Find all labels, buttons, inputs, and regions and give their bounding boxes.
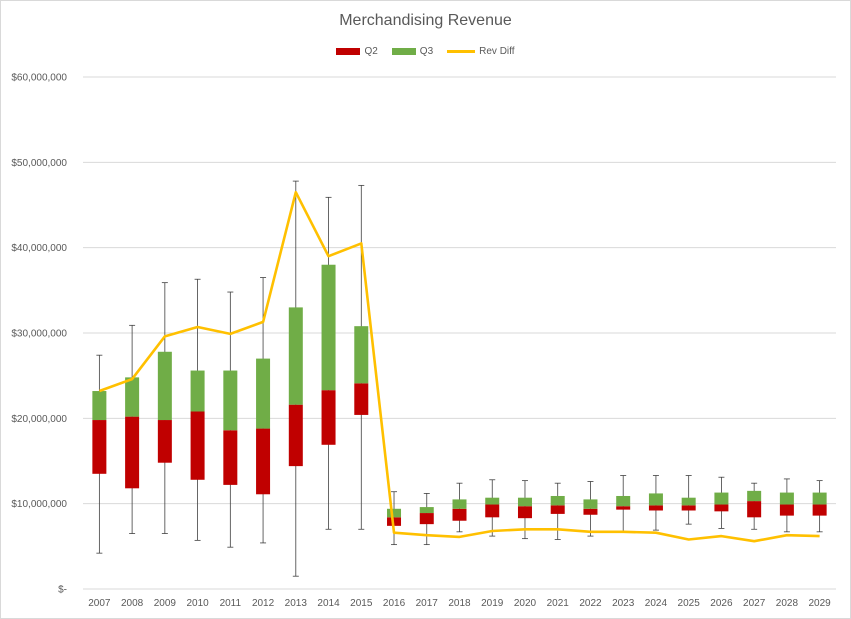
x-tick-label: 2021 <box>547 598 570 609</box>
bar-q3 <box>485 497 500 505</box>
x-tick-label: 2029 <box>809 598 832 609</box>
x-tick-label: 2023 <box>612 598 635 609</box>
bar-q3 <box>288 307 303 405</box>
bar-q2 <box>419 513 434 525</box>
x-tick-label: 2025 <box>678 598 701 609</box>
x-tick-label: 2024 <box>645 598 668 609</box>
x-tick-label: 2026 <box>710 598 733 609</box>
bar-q2 <box>321 390 336 445</box>
series-line-rev-diff <box>98 190 820 543</box>
bar-q3 <box>583 499 598 509</box>
x-tick-label: 2028 <box>776 598 799 609</box>
bar-q3 <box>223 370 238 431</box>
y-tick-label: $60,000,000 <box>11 73 67 84</box>
bar-q3 <box>190 370 205 412</box>
x-tick-label: 2018 <box>448 598 471 609</box>
chart-title: Merchandising Revenue <box>339 12 512 29</box>
x-tick-label: 2011 <box>220 598 242 609</box>
bar-q3 <box>779 492 794 505</box>
bar-q3 <box>648 493 663 506</box>
bar-q2 <box>190 411 205 480</box>
legend-label-q3: Q3 <box>419 46 434 57</box>
bar-q2 <box>92 420 107 474</box>
x-tick-label: 2013 <box>285 598 308 609</box>
bar-q3 <box>125 377 140 417</box>
x-tick-label: 2015 <box>350 598 373 609</box>
y-tick-label: $- <box>58 585 67 596</box>
legend-swatch-q2 <box>336 48 361 55</box>
x-tick-label: 2022 <box>579 598 602 609</box>
bar-q2 <box>157 420 172 463</box>
bar-q2 <box>714 504 729 512</box>
bar-q3 <box>681 497 696 506</box>
bar-q3 <box>92 391 107 421</box>
legend-label-q2: Q2 <box>364 46 378 57</box>
x-tick-label: 2007 <box>88 598 111 609</box>
bar-q3 <box>550 495 565 506</box>
x-tick-label: 2014 <box>317 598 340 609</box>
bar-q3 <box>256 358 271 429</box>
legend-item-q2: Q2 <box>336 46 378 57</box>
bar-q3 <box>616 495 631 507</box>
legend-line-rev-diff <box>447 50 476 53</box>
bar-q3 <box>387 508 402 518</box>
bar-q3 <box>714 492 729 505</box>
y-tick-label: $30,000,000 <box>11 329 67 340</box>
y-tick-label: $40,000,000 <box>11 243 67 254</box>
bar-q2 <box>648 505 663 511</box>
y-tick-label: $20,000,000 <box>11 414 67 425</box>
x-tick-label: 2017 <box>416 598 439 609</box>
bar-q2 <box>747 501 762 518</box>
x-tick-label: 2019 <box>481 598 504 609</box>
bar-q2 <box>288 404 303 467</box>
x-tick-label: 2020 <box>514 598 537 609</box>
bar-q2 <box>583 508 598 515</box>
bar-q2 <box>812 504 827 516</box>
bar-q2 <box>256 428 271 495</box>
bar-q3 <box>321 264 336 391</box>
x-tick-label: 2027 <box>743 598 766 609</box>
x-tick-label: 2009 <box>154 598 177 609</box>
legend-item-q3: Q3 <box>391 46 434 57</box>
legend-swatch-q3 <box>391 48 416 55</box>
legend: Q2 Q3 Rev Diff <box>1 46 850 57</box>
bar-q2 <box>125 416 140 489</box>
bar-q2 <box>681 505 696 511</box>
x-tick-label: 2010 <box>186 598 209 609</box>
bar-q3 <box>812 492 827 505</box>
bar-q3 <box>354 326 369 384</box>
bar-q2 <box>616 506 631 510</box>
bar-q2 <box>354 383 369 415</box>
bar-q3 <box>452 499 467 509</box>
bar-q3 <box>747 490 762 502</box>
y-tick-label: $50,000,000 <box>11 158 67 169</box>
legend-item-rev-diff: Rev Diff <box>447 46 515 57</box>
bar-q3 <box>157 351 172 421</box>
x-tick-label: 2016 <box>383 598 406 609</box>
bar-q2 <box>517 506 532 519</box>
bar-q3 <box>517 497 532 507</box>
bar-q2 <box>485 504 500 518</box>
legend-label-rev-diff: Rev Diff <box>479 46 515 57</box>
bar-q3 <box>419 507 434 514</box>
bar-q2 <box>779 504 794 516</box>
x-tick-label: 2012 <box>252 598 275 609</box>
bar-q2 <box>452 508 467 521</box>
y-tick-label: $10,000,000 <box>11 499 67 510</box>
x-tick-label: 2008 <box>121 598 144 609</box>
bar-q2 <box>550 505 565 514</box>
bar-q2 <box>223 430 238 485</box>
